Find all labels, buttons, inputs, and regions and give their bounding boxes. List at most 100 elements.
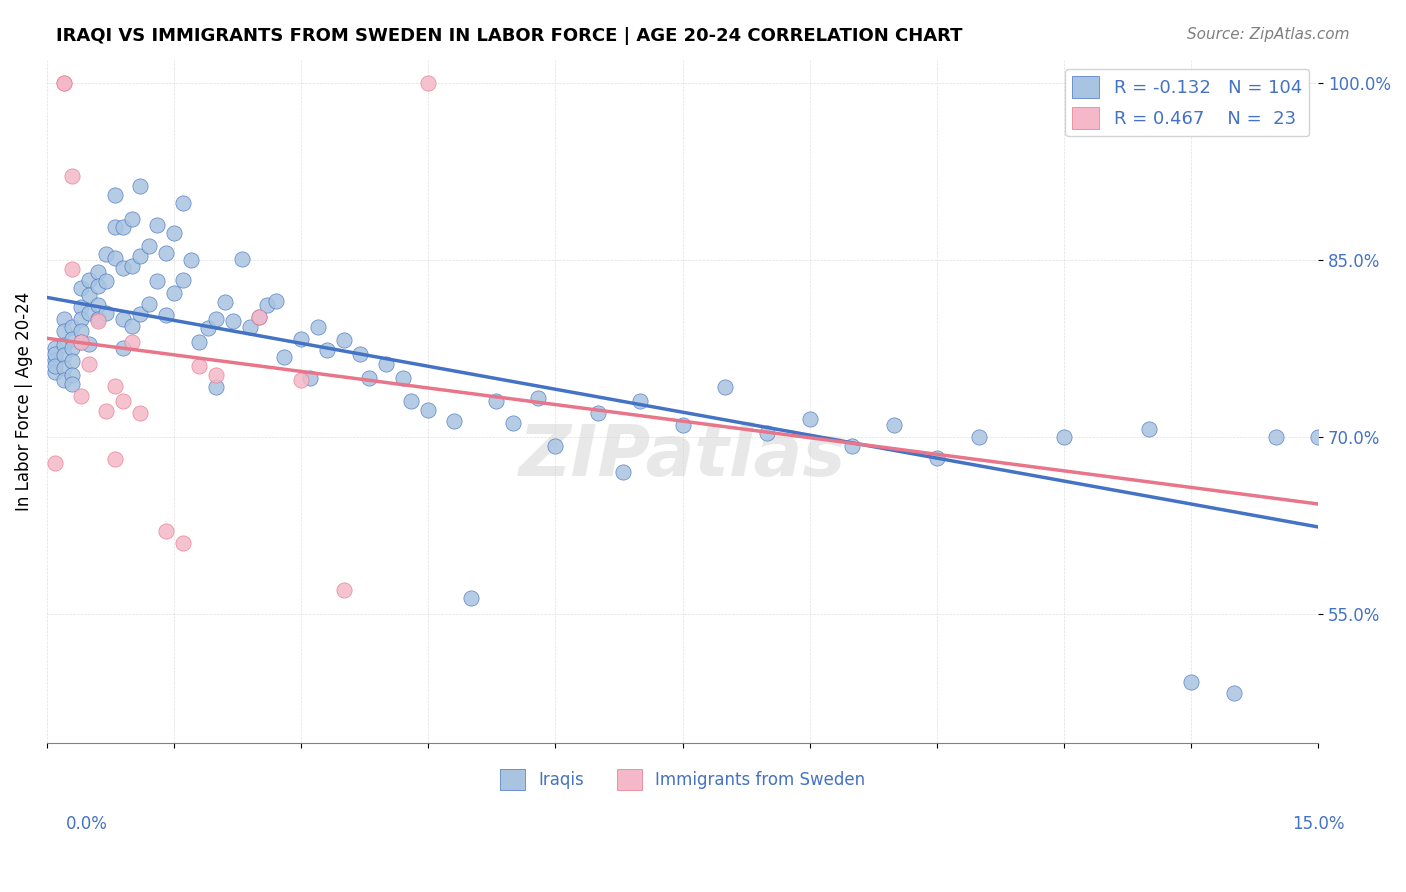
Point <box>1180 675 1202 690</box>
Text: 0.0%: 0.0% <box>66 815 108 833</box>
Point <box>401 394 423 409</box>
Point <box>180 252 202 267</box>
Point <box>799 412 821 426</box>
Point <box>1350 417 1372 432</box>
Point <box>87 279 110 293</box>
Point <box>222 314 245 328</box>
Point <box>155 309 177 323</box>
Point <box>239 320 262 334</box>
Point <box>349 347 371 361</box>
Point <box>121 211 143 226</box>
Text: 15.0%: 15.0% <box>1292 815 1346 833</box>
Point <box>60 320 83 334</box>
Point <box>44 353 66 368</box>
Point <box>96 306 118 320</box>
Point <box>77 288 100 302</box>
Point <box>96 274 118 288</box>
Point <box>138 239 160 253</box>
Point <box>69 324 91 338</box>
Point <box>1053 430 1076 444</box>
Point <box>129 178 152 193</box>
Point <box>883 417 905 432</box>
Point <box>527 391 550 405</box>
Point <box>69 312 91 326</box>
Point <box>112 342 135 356</box>
Point <box>264 294 287 309</box>
Point <box>714 380 737 394</box>
Point <box>87 312 110 326</box>
Point <box>247 310 270 324</box>
Text: ZIPatlas: ZIPatlas <box>519 422 846 491</box>
Point <box>52 76 75 90</box>
Point <box>205 368 228 383</box>
Point <box>155 524 177 538</box>
Point <box>188 335 211 350</box>
Point <box>87 265 110 279</box>
Point <box>460 591 482 606</box>
Point <box>44 342 66 356</box>
Point <box>44 347 66 361</box>
Point <box>77 306 100 320</box>
Legend: Iraqis, Immigrants from Sweden: Iraqis, Immigrants from Sweden <box>494 763 872 797</box>
Point <box>612 465 634 479</box>
Point <box>77 357 100 371</box>
Point <box>69 300 91 314</box>
Point <box>77 336 100 351</box>
Point <box>443 414 465 428</box>
Point <box>129 307 152 321</box>
Point <box>87 298 110 312</box>
Text: IRAQI VS IMMIGRANTS FROM SWEDEN IN LABOR FORCE | AGE 20-24 CORRELATION CHART: IRAQI VS IMMIGRANTS FROM SWEDEN IN LABOR… <box>56 27 963 45</box>
Point <box>44 456 66 470</box>
Point <box>155 246 177 260</box>
Point <box>841 439 863 453</box>
Point <box>138 296 160 310</box>
Point <box>290 373 312 387</box>
Point <box>121 335 143 350</box>
Point <box>374 357 396 371</box>
Point <box>96 247 118 261</box>
Point <box>52 348 75 362</box>
Point <box>205 380 228 394</box>
Point <box>104 379 127 393</box>
Point <box>315 343 337 357</box>
Point <box>52 373 75 387</box>
Point <box>129 406 152 420</box>
Point <box>52 361 75 376</box>
Y-axis label: In Labor Force | Age 20-24: In Labor Force | Age 20-24 <box>15 292 32 511</box>
Point <box>60 332 83 346</box>
Point <box>188 359 211 373</box>
Point <box>290 332 312 346</box>
Point <box>205 312 228 326</box>
Point <box>163 226 186 240</box>
Point <box>77 273 100 287</box>
Point <box>121 318 143 333</box>
Point <box>44 359 66 373</box>
Point <box>112 312 135 326</box>
Point <box>502 416 524 430</box>
Point <box>172 536 194 550</box>
Point <box>418 402 440 417</box>
Point <box>87 314 110 328</box>
Point <box>214 295 236 310</box>
Point <box>586 406 609 420</box>
Point <box>544 439 567 453</box>
Point <box>1308 430 1330 444</box>
Point <box>1264 430 1286 444</box>
Point <box>298 371 321 385</box>
Point <box>60 342 83 356</box>
Point <box>52 312 75 326</box>
Point <box>256 298 278 312</box>
Point <box>925 450 948 465</box>
Point <box>307 320 329 334</box>
Point <box>96 404 118 418</box>
Point <box>52 324 75 338</box>
Point <box>52 76 75 90</box>
Point <box>231 252 253 266</box>
Point <box>172 273 194 287</box>
Point <box>104 219 127 234</box>
Point <box>1137 421 1160 435</box>
Point <box>112 394 135 409</box>
Point <box>60 262 83 277</box>
Point <box>418 76 440 90</box>
Point <box>392 371 415 385</box>
